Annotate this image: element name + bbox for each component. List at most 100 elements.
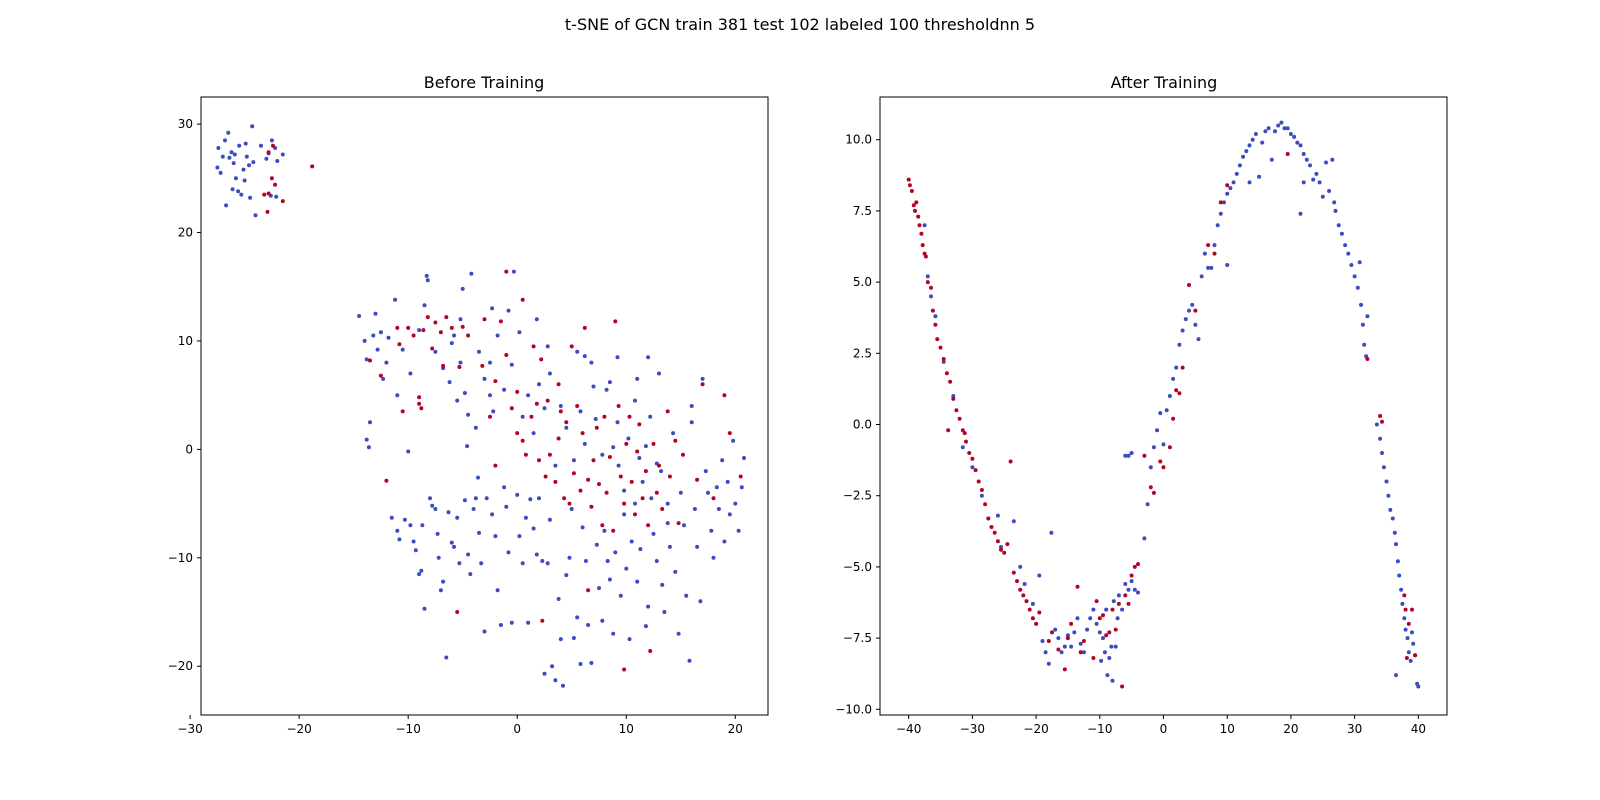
point-blue-71 xyxy=(449,540,454,545)
point-red-97 xyxy=(1413,653,1418,658)
point-blue-172 xyxy=(709,528,714,533)
point-blue-153 xyxy=(1408,658,1413,663)
point-blue-144 xyxy=(1394,542,1398,547)
point-red-28 xyxy=(455,610,460,614)
point-blue-4 xyxy=(941,359,946,364)
plot-frame-before-training xyxy=(200,96,769,716)
point-red-61 xyxy=(580,431,585,436)
point-blue-38 xyxy=(366,445,371,450)
point-blue-183 xyxy=(739,485,744,490)
scatter-points-before-training xyxy=(215,124,746,688)
point-blue-214 xyxy=(589,360,594,365)
point-blue-72 xyxy=(1193,322,1198,327)
point-blue-212 xyxy=(578,409,583,414)
point-blue-184 xyxy=(742,456,746,460)
point-blue-95 xyxy=(1260,140,1265,145)
point-blue-57 xyxy=(1145,502,1150,507)
point-blue-154 xyxy=(660,582,665,587)
point-blue-232 xyxy=(534,317,539,322)
point-blue-128 xyxy=(589,661,594,665)
point-blue-89 xyxy=(1244,149,1249,154)
point-blue-208 xyxy=(553,463,558,468)
point-blue-241 xyxy=(408,371,413,376)
point-red-66 xyxy=(1116,601,1121,606)
x-tick-label: 0 xyxy=(513,722,521,736)
point-red-1 xyxy=(907,183,912,188)
point-blue-198 xyxy=(491,409,496,414)
point-blue-61 xyxy=(1158,411,1163,416)
point-blue-66 xyxy=(1174,365,1179,370)
point-blue-99 xyxy=(1273,129,1277,134)
point-blue-85 xyxy=(473,496,478,501)
point-blue-5 xyxy=(951,394,956,398)
point-red-44 xyxy=(529,414,534,419)
point-blue-97 xyxy=(1266,126,1271,131)
point-red-26 xyxy=(444,315,449,320)
point-blue-141 xyxy=(1388,507,1393,512)
point-red-11 xyxy=(384,478,389,483)
point-blue-36 xyxy=(364,357,369,362)
point-blue-75 xyxy=(1202,251,1207,256)
point-blue-152 xyxy=(654,559,659,563)
point-red-62 xyxy=(1104,633,1109,638)
point-blue-29 xyxy=(275,159,280,163)
point-blue-25 xyxy=(1069,644,1074,649)
point-red-60 xyxy=(1097,616,1102,621)
point-red-101 xyxy=(722,393,727,398)
point-blue-158 xyxy=(1416,684,1421,689)
point-red-93 xyxy=(665,409,670,414)
point-blue-96 xyxy=(502,485,507,490)
x-tick-label: −20 xyxy=(1023,722,1048,736)
point-blue-135 xyxy=(607,577,612,582)
point-blue-91 xyxy=(1247,180,1252,185)
point-blue-81 xyxy=(1222,200,1226,205)
point-blue-211 xyxy=(571,458,576,463)
point-blue-7 xyxy=(970,465,975,470)
point-blue-233 xyxy=(545,344,550,349)
point-blue-108 xyxy=(534,552,539,557)
y-tick-label: −7.5 xyxy=(843,631,872,645)
point-blue-199 xyxy=(495,333,500,338)
point-red-72 xyxy=(1136,562,1140,567)
point-red-36 xyxy=(498,319,503,324)
point-blue-116 xyxy=(556,597,561,601)
scatter-points-after-training xyxy=(906,120,1421,689)
point-blue-18 xyxy=(1046,661,1051,666)
x-tick-label: 10 xyxy=(1220,722,1235,736)
point-blue-143 xyxy=(629,539,634,544)
point-blue-3 xyxy=(226,130,231,135)
point-red-58 xyxy=(571,471,576,476)
point-red-53 xyxy=(1065,636,1070,641)
point-blue-117 xyxy=(1324,160,1328,165)
point-red-63 xyxy=(1107,630,1112,635)
point-red-20 xyxy=(421,328,426,333)
point-blue-70 xyxy=(446,510,451,515)
point-blue-151 xyxy=(651,531,656,536)
x-tick-label: 40 xyxy=(1411,722,1426,736)
point-blue-133 xyxy=(602,528,607,533)
point-blue-15 xyxy=(224,203,229,208)
point-blue-161 xyxy=(678,490,683,495)
point-red-50 xyxy=(1050,630,1054,635)
point-red-56 xyxy=(1078,650,1083,655)
point-red-87 xyxy=(1218,200,1223,205)
point-red-98 xyxy=(695,477,700,482)
point-red-41 xyxy=(515,431,520,436)
point-blue-186 xyxy=(417,328,422,333)
point-blue-0 xyxy=(215,165,220,170)
point-blue-19 xyxy=(241,167,246,172)
point-blue-115 xyxy=(1317,180,1322,185)
point-red-37 xyxy=(1002,550,1007,555)
point-red-82 xyxy=(1180,365,1185,370)
point-blue-164 xyxy=(687,658,692,663)
y-tick-label: −20 xyxy=(168,659,193,673)
point-blue-6 xyxy=(233,176,238,181)
point-blue-37 xyxy=(1102,650,1107,655)
point-red-80 xyxy=(1174,388,1179,393)
point-blue-126 xyxy=(1349,263,1354,267)
point-red-54 xyxy=(558,409,563,414)
point-red-47 xyxy=(537,458,541,463)
point-red-79 xyxy=(624,441,629,446)
point-blue-41 xyxy=(373,311,378,316)
point-red-22 xyxy=(954,408,959,413)
